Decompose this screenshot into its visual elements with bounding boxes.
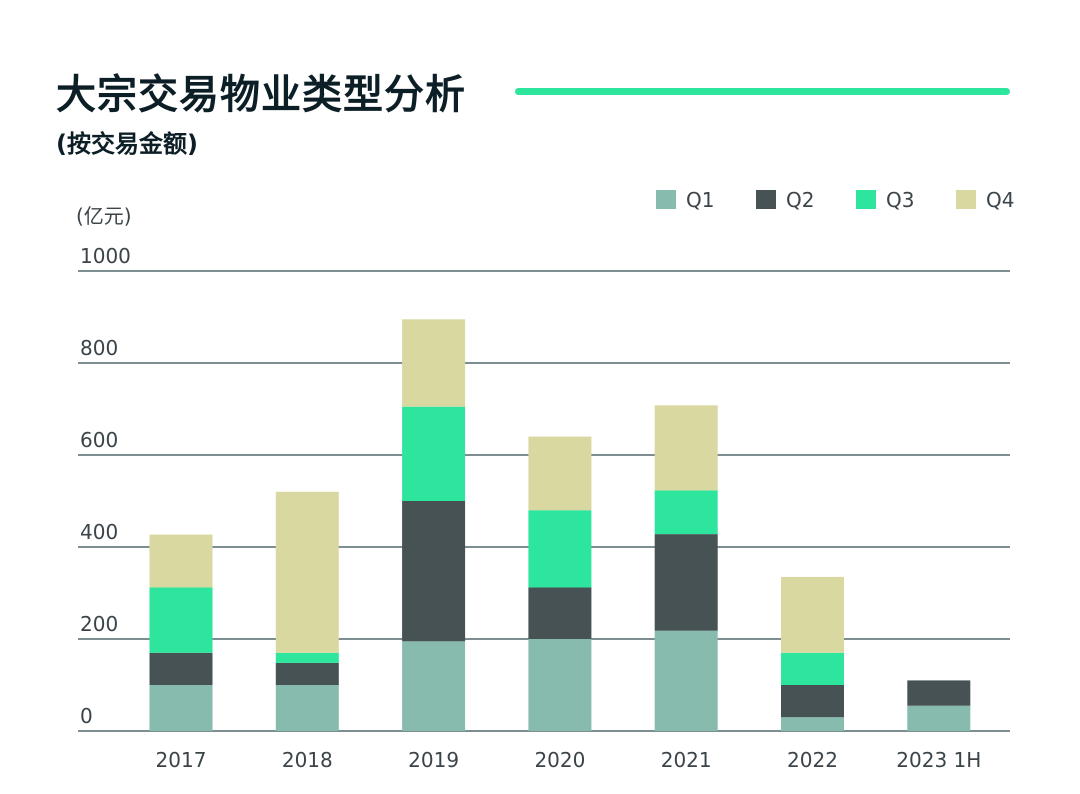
y-tick-label: 800 <box>80 336 118 360</box>
x-tick-label: 2017 <box>156 748 207 772</box>
bar-segment <box>528 587 592 639</box>
bar-segment <box>402 319 466 407</box>
x-tick-label: 2021 <box>661 748 712 772</box>
y-tick-label: 0 <box>80 704 93 728</box>
bar-segment <box>149 685 213 731</box>
bar-segment <box>402 406 466 501</box>
legend-swatch <box>756 190 776 209</box>
legend-swatch <box>656 190 676 209</box>
bar-segment <box>654 490 718 535</box>
legend-swatch <box>856 190 876 209</box>
bar-segment <box>654 630 718 731</box>
bar-segment <box>275 491 339 653</box>
x-tick-label: 2020 <box>534 748 585 772</box>
bar-segment <box>781 717 844 731</box>
chart-subtitle: (按交易金额) <box>56 130 198 158</box>
bar-segment <box>781 652 844 685</box>
title-accent-rule <box>515 88 1010 95</box>
bar-segment <box>275 662 339 685</box>
bar-segment <box>402 501 466 642</box>
y-tick-labels: 0 200 400 600 800 1000 <box>80 244 131 728</box>
bar-segment <box>654 405 718 491</box>
bar-segment <box>528 436 592 511</box>
legend-label: Q4 <box>986 188 1014 212</box>
y-tick-label: 200 <box>80 612 118 636</box>
y-unit-label: (亿元) <box>76 204 132 228</box>
legend-label: Q1 <box>686 188 714 212</box>
bar-segment <box>528 639 592 731</box>
legend: Q1 Q2 Q3 Q4 <box>656 188 1014 212</box>
bar-segment <box>781 576 844 653</box>
legend-swatch <box>956 190 976 209</box>
x-tick-label: 2018 <box>282 748 333 772</box>
bar-segment <box>528 510 592 588</box>
x-tick-label: 2022 <box>787 748 838 772</box>
bar-segment <box>781 685 844 718</box>
y-tick-label: 600 <box>80 428 118 452</box>
chart-title: 大宗交易物业类型分析 <box>56 72 466 118</box>
bar-segment <box>275 685 339 731</box>
y-tick-label: 400 <box>80 520 118 544</box>
y-tick-label: 1000 <box>80 244 131 268</box>
bar-segment <box>149 534 213 588</box>
bar-segment <box>654 534 718 631</box>
x-tick-label: 2019 <box>408 748 459 772</box>
bar-segment <box>149 587 213 653</box>
x-tick-label: 2023 1H <box>896 748 981 772</box>
x-tick-labels: 2017 2018 2019 2020 2021 2022 2023 1H <box>156 748 982 772</box>
bar-segment <box>907 680 971 706</box>
bar-segment <box>402 641 466 731</box>
bar-segment <box>149 652 213 685</box>
bars <box>149 319 971 731</box>
legend-label: Q3 <box>886 188 914 212</box>
legend-label: Q2 <box>786 188 814 212</box>
bar-segment <box>907 705 971 731</box>
bar-segment <box>275 652 339 663</box>
